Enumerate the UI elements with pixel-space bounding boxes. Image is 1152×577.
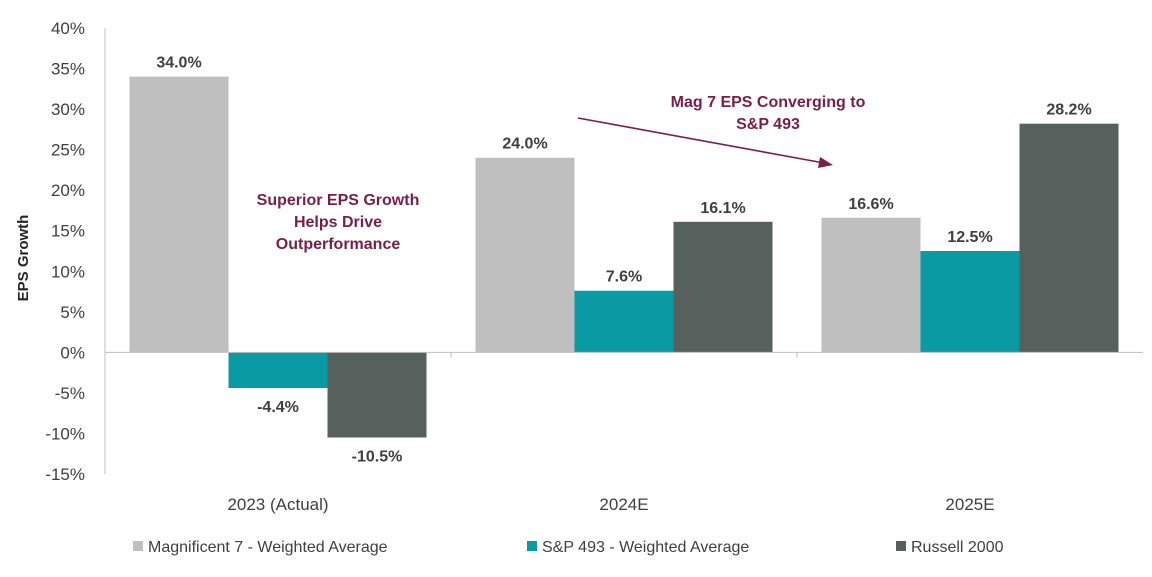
y-tick-label: -15% xyxy=(45,465,85,484)
converging-arrow-line xyxy=(577,117,825,164)
bar-s-p-493-weighted-average xyxy=(228,352,328,389)
annotation-line: S&P 493 xyxy=(736,116,800,133)
bar-magnificent-7-weighted-average xyxy=(475,157,575,353)
bar-magnificent-7-weighted-average xyxy=(129,76,229,353)
category-labels: 2023 (Actual) 2024E 2025E xyxy=(227,495,994,514)
annotation-superior-eps: Superior EPS Growth Helps Drive Outperfo… xyxy=(257,192,420,253)
legend-item: Magnificent 7 - Weighted Average xyxy=(133,539,388,556)
data-labels: 34.0% -4.4% -10.5% 24.0% 7.6% 16.1% 16.6% 12.5%… xyxy=(156,55,1091,466)
y-tick-label: 35% xyxy=(51,60,85,79)
annotation-converging: Mag 7 EPS Converging to S&P 493 xyxy=(577,94,866,168)
y-axis-ticks: 40% 35% 30% 25% 20% 15% 10% 5% 0% -5% -10% -15% xyxy=(45,19,85,484)
bar-russell-2000 xyxy=(327,352,427,438)
converging-arrow-head xyxy=(818,157,833,168)
data-label: 12.5% xyxy=(947,229,992,246)
data-label: 16.6% xyxy=(848,196,893,213)
y-axis-title: EPS Growth xyxy=(15,215,32,302)
y-tick-label: -10% xyxy=(45,424,85,443)
category-label: 2023 (Actual) xyxy=(227,495,328,514)
y-tick-label: 20% xyxy=(51,181,85,200)
y-tick-label: 15% xyxy=(51,222,85,241)
y-tick-label: 0% xyxy=(60,343,85,362)
data-label: -4.4% xyxy=(257,399,299,416)
data-label: 16.1% xyxy=(700,200,745,217)
data-label: 7.6% xyxy=(606,269,642,286)
legend-label: Russell 2000 xyxy=(911,539,1004,556)
y-tick-label: 30% xyxy=(51,100,85,119)
bar-russell-2000 xyxy=(673,221,773,353)
bar-magnificent-7-weighted-average xyxy=(821,217,921,353)
legend: Magnificent 7 - Weighted Average S&P 493 … xyxy=(133,539,1004,556)
category-label: 2024E xyxy=(599,495,648,514)
bar-s-p-493-weighted-average xyxy=(920,251,1020,353)
legend-label: Magnificent 7 - Weighted Average xyxy=(148,539,388,556)
legend-swatch xyxy=(896,541,906,551)
y-tick-label: 40% xyxy=(51,19,85,38)
data-label: 24.0% xyxy=(502,136,547,153)
bar-russell-2000 xyxy=(1019,123,1119,353)
annotation-line: Outperformance xyxy=(276,236,401,253)
y-tick-label: 10% xyxy=(51,262,85,281)
y-tick-label: 5% xyxy=(60,303,85,322)
annotation-line: Superior EPS Growth xyxy=(257,192,420,209)
annotation-line: Helps Drive xyxy=(294,214,382,231)
legend-label: S&P 493 - Weighted Average xyxy=(542,539,749,556)
annotation-line: Mag 7 EPS Converging to xyxy=(671,94,866,111)
data-label: 28.2% xyxy=(1046,102,1091,119)
legend-swatch xyxy=(133,541,143,551)
legend-item: Russell 2000 xyxy=(896,539,1004,556)
y-tick-label: 25% xyxy=(51,141,85,160)
data-label: 34.0% xyxy=(156,55,201,72)
legend-item: S&P 493 - Weighted Average xyxy=(527,539,749,556)
category-label: 2025E xyxy=(945,495,994,514)
legend-swatch xyxy=(527,541,537,551)
bars xyxy=(129,76,1119,438)
bar-s-p-493-weighted-average xyxy=(574,290,674,353)
y-tick-label: -5% xyxy=(55,384,85,403)
data-label: -10.5% xyxy=(352,449,403,466)
